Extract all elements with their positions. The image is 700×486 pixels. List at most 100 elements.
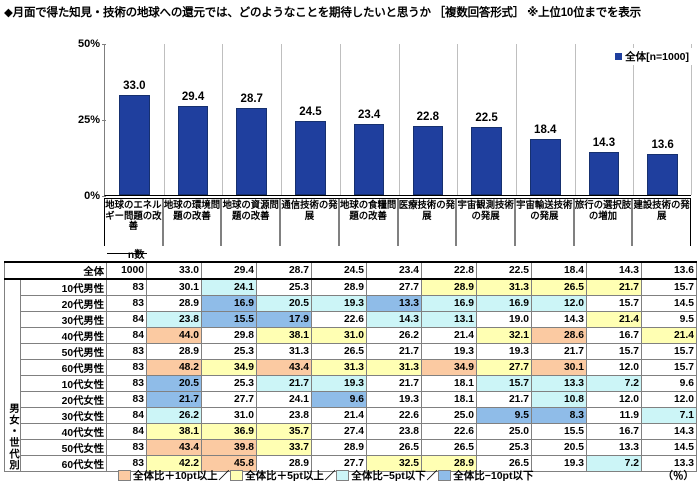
table-cell-value: 31.3	[311, 359, 367, 376]
chart-bar-value-label: 33.0	[123, 79, 146, 92]
table-header-cell	[476, 246, 532, 262]
table-cell-n: 84	[106, 327, 147, 344]
table-cell-value: 28.6	[531, 327, 587, 344]
table-cell-value: 24.5	[311, 261, 367, 280]
table-cell-value: 14.5	[641, 439, 697, 456]
table-cell-value: 26.5	[531, 278, 587, 296]
table-cell-value: 8.3	[531, 407, 587, 424]
table-cell-value: 31.0	[201, 407, 257, 424]
chart-bar	[295, 120, 326, 195]
chart-bar-value-label: 29.4	[181, 90, 205, 103]
table-cell-value: 25.3	[476, 439, 532, 456]
chart-gridline	[163, 44, 165, 195]
table-row-label: 50代男性	[20, 343, 107, 360]
table-cell-value: 32.1	[476, 327, 532, 344]
table-cell-value: 44.0	[146, 327, 202, 344]
table-cell-value: 31.3	[476, 278, 532, 296]
table-cell-value: 12.0	[586, 359, 642, 376]
table-cell-value: 20.5	[256, 295, 312, 312]
chart-bar	[177, 105, 209, 195]
table-cell-value: 32.5	[366, 455, 422, 472]
table-row: 50代女性 83 43.4 39.8 33.7 28.9 26.5 26.5 25.3 20.5 1…	[5, 439, 697, 456]
table-cell-value: 21.7	[256, 375, 312, 392]
table-cell-value: 9.5	[641, 311, 697, 328]
table-cell-value: 27.7	[201, 391, 257, 408]
chart-bar-value-label: 28.7	[240, 92, 263, 105]
data-table-wrapper: n数 全体 1000 33.0 29.4 28.7 24.5 23.4 22.8 22.5 18.4…	[4, 246, 697, 472]
table-cell-value: 19.3	[366, 391, 422, 408]
table-row-label: 30代男性	[20, 311, 107, 328]
page-title: ◆月面で得た知見・技術の地球への還元では、どのようなことを期待したいと思うか ［…	[4, 7, 641, 19]
chart-gridline	[515, 44, 517, 195]
table-row-label: 10代女性	[20, 375, 107, 392]
table-cell-value: 21.7	[366, 343, 422, 360]
table-cell-value: 38.1	[146, 423, 202, 440]
table-cell-value: 14.3	[586, 261, 642, 280]
table-cell-value: 42.2	[146, 455, 202, 472]
chart-bar-value-label: 22.5	[475, 111, 498, 124]
table-cell-value: 9.5	[476, 407, 532, 424]
table-cell-value: 26.5	[366, 439, 422, 456]
table-cell-value: 25.3	[201, 375, 257, 392]
bar-chart: 0% 25% 50% 33.0 29.4 28.7 24.5 23.4 22.8 22.5 18.4…	[0, 38, 700, 254]
table-cell-value: 22.8	[421, 261, 477, 280]
color-key-separator: ／	[426, 470, 438, 482]
table-row-label: 10代男性	[20, 278, 107, 296]
table-row: 30代男性 84 23.8 15.5 17.9 22.6 14.3 13.1 19.0 14.3 2…	[5, 311, 697, 328]
color-key-legend: 全体比＋10pt以上／全体比＋5pt以上／全体比−5pt以下／全体比−10pt以…	[118, 468, 533, 483]
table-cell-value: 43.4	[146, 439, 202, 456]
table-header-cell	[531, 246, 587, 262]
table-cell-value: 21.4	[421, 327, 477, 344]
table-cell-value: 31.3	[366, 359, 422, 376]
color-key-swatch-icon	[230, 470, 244, 481]
chart-bar	[471, 126, 502, 195]
data-table: n数 全体 1000 33.0 29.4 28.7 24.5 23.4 22.8 22.5 18.4…	[4, 246, 697, 472]
legend-color-swatch-icon	[615, 53, 623, 60]
table-cell-value: 38.1	[256, 327, 312, 344]
chart-category-label: 地球のエネルギー問題の改善	[104, 199, 163, 254]
chart-bar-value-label: 14.3	[592, 136, 616, 149]
color-key-label: 全体比＋5pt以上	[245, 470, 324, 482]
table-cell-value: 15.7	[476, 375, 532, 392]
table-cell-value: 21.7	[531, 343, 587, 360]
table-row: 20代女性 83 21.7 27.7 24.1 9.6 19.3 18.1 21.7 10.8 12…	[5, 391, 697, 408]
table-cell-value: 22.5	[476, 261, 532, 280]
table-cell-value: 7.2	[586, 375, 642, 392]
table-cell-value: 28.9	[256, 455, 312, 472]
table-header-cell	[421, 246, 477, 262]
table-cell-value: 19.3	[531, 455, 587, 472]
table-cell-value: 23.8	[146, 311, 202, 328]
table-cell-value: 23.8	[366, 423, 422, 440]
table-cell-value: 22.6	[421, 423, 477, 440]
color-key-item: 全体比−5pt以下	[336, 468, 426, 483]
table-header-cell	[201, 246, 257, 262]
table-header-cell	[146, 246, 202, 262]
table-cell-value: 7.2	[586, 455, 642, 472]
color-key-separator: ／	[324, 470, 336, 482]
table-header-cell	[586, 246, 642, 262]
table-cell-value: 14.3	[366, 311, 422, 328]
table-cell-n: 83	[106, 343, 147, 360]
table-row-label: 30代女性	[20, 407, 107, 424]
table-cell-value: 14.3	[641, 423, 697, 440]
table-cell-value: 34.9	[201, 359, 257, 376]
table-cell-value: 24.1	[256, 391, 312, 408]
table-cell-value: 12.0	[531, 295, 587, 312]
table-cell-value: 45.8	[201, 455, 257, 472]
table-cell-value: 27.7	[476, 359, 532, 376]
table-cell-value: 20.5	[531, 439, 587, 456]
chart-gridline	[633, 44, 635, 195]
unit-label: （％）	[662, 470, 695, 482]
table-row-label: 50代女性	[20, 439, 107, 456]
table-cell-value: 13.6	[641, 261, 697, 280]
table-header-cell	[366, 246, 422, 262]
table-cell-value: 18.1	[421, 391, 477, 408]
table-cell-value: 22.6	[366, 407, 422, 424]
table-cell-value: 21.4	[641, 327, 697, 344]
color-key-label: 全体比＋10pt以上	[133, 470, 218, 482]
table-row: 10代女性 83 20.5 25.3 21.7 19.3 21.7 18.1 15.7 13.3 7…	[5, 375, 697, 392]
chart-bar-value-label: 13.6	[651, 138, 674, 151]
table-cell-value: 26.5	[311, 343, 367, 360]
table-cell-value: 15.7	[641, 343, 697, 360]
table-cell-value: 25.0	[421, 407, 477, 424]
